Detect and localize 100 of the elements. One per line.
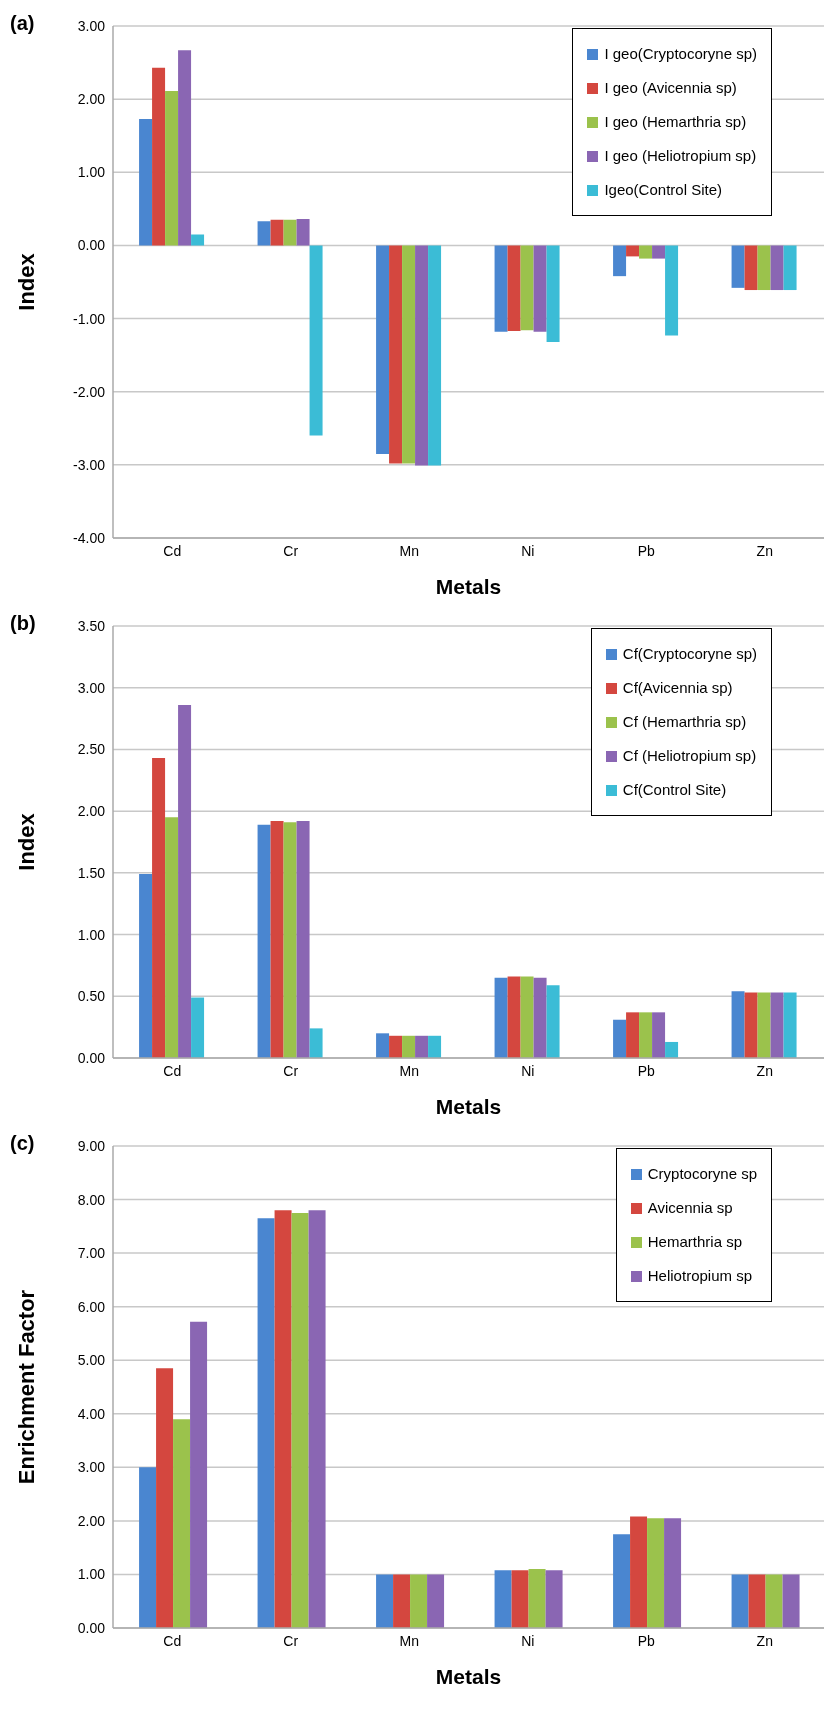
- bar: [546, 985, 560, 1058]
- y-tick-label: 3.00: [77, 1459, 106, 1476]
- x-tick-label: Ni: [521, 1632, 535, 1649]
- legend-label: I geo(Cryptocoryne sp): [604, 44, 757, 64]
- bar: [639, 245, 653, 259]
- chart-title: (b): [10, 612, 36, 635]
- bar: [494, 977, 508, 1058]
- bar: [533, 245, 547, 332]
- bar: [376, 1574, 394, 1628]
- x-tick-label: Cd: [163, 1632, 182, 1649]
- bar: [165, 91, 179, 246]
- bar: [731, 245, 745, 288]
- bar: [152, 758, 166, 1058]
- bar: [270, 219, 284, 246]
- y-tick-label: -4.00: [73, 529, 106, 546]
- bar: [165, 817, 179, 1058]
- bar: [520, 245, 534, 331]
- y-tick-label: 0.00: [77, 1049, 106, 1066]
- bar: [428, 245, 442, 466]
- x-tick-label: Cd: [163, 1062, 182, 1079]
- bar: [731, 1574, 749, 1628]
- y-tick-label: 1.00: [77, 926, 106, 943]
- bar: [296, 219, 310, 246]
- legend-label: I geo (Avicennia sp): [604, 78, 737, 98]
- bar: [770, 992, 784, 1058]
- bar: [139, 118, 153, 246]
- bar: [402, 245, 416, 464]
- chart-title: (a): [10, 12, 35, 35]
- y-tick-label: 5.00: [77, 1352, 106, 1369]
- x-tick-label: Zn: [756, 542, 773, 559]
- bar: [770, 245, 784, 291]
- bar: [173, 1419, 191, 1628]
- bar: [626, 245, 640, 257]
- bar: [765, 1574, 783, 1628]
- bar: [613, 1019, 627, 1058]
- y-tick-label: 7.00: [77, 1245, 106, 1262]
- y-tick-label: -3.00: [73, 456, 106, 473]
- bar: [731, 991, 745, 1058]
- x-tick-label: Zn: [756, 1632, 773, 1649]
- bar: [647, 1518, 665, 1628]
- y-tick-label: 1.50: [77, 864, 106, 881]
- bar: [613, 1534, 631, 1628]
- bar: [520, 976, 534, 1058]
- bar: [639, 1012, 653, 1058]
- bar: [190, 1321, 208, 1628]
- bar: [393, 1574, 411, 1628]
- bar: [428, 1035, 442, 1058]
- y-tick-label: 9.00: [77, 1137, 106, 1154]
- x-tick-label: Mn: [399, 1632, 419, 1649]
- legend-label: Igeo(Control Site): [604, 180, 722, 200]
- bar: [507, 976, 521, 1058]
- x-axis-title: Metals: [435, 1095, 502, 1118]
- bar: [191, 234, 205, 246]
- y-axis-title: Index: [13, 252, 39, 311]
- bar: [533, 977, 547, 1058]
- y-tick-label: 6.00: [77, 1298, 106, 1315]
- bar: [415, 245, 429, 466]
- bar: [652, 1012, 666, 1058]
- bar: [283, 219, 297, 246]
- legend-label: Cf (Heliotropium sp): [622, 746, 757, 766]
- y-tick-label: 2.00: [77, 91, 106, 108]
- bar: [613, 245, 627, 277]
- bar: [783, 245, 797, 291]
- bar: [744, 992, 758, 1058]
- y-tick-label: 3.00: [77, 17, 106, 34]
- bar: [507, 245, 521, 332]
- bar: [494, 1570, 512, 1628]
- bar: [626, 1012, 640, 1058]
- bar: [402, 1035, 416, 1058]
- x-axis-title: Metals: [435, 1665, 502, 1688]
- bar: [664, 1518, 682, 1628]
- legend-label: Cf (Hemarthria sp): [622, 712, 747, 732]
- bar: [139, 874, 153, 1058]
- bar: [630, 1516, 648, 1628]
- legend-label: Cf(Cryptocoryne sp): [622, 644, 757, 664]
- x-axis-title: Metals: [435, 575, 502, 598]
- bar: [274, 1210, 292, 1628]
- x-tick-label: Cr: [283, 542, 299, 559]
- y-tick-label: 3.00: [77, 679, 106, 696]
- bar: [376, 245, 390, 454]
- legend-label: Cf(Avicennia sp): [622, 678, 733, 698]
- y-tick-label: -2.00: [73, 383, 106, 400]
- legend-label: Cryptocoryne sp: [647, 1164, 757, 1184]
- bar: [257, 824, 271, 1058]
- x-tick-label: Zn: [756, 1062, 773, 1079]
- bar: [389, 1035, 403, 1058]
- y-tick-label: 0.50: [77, 988, 106, 1005]
- bar: [139, 1467, 157, 1628]
- legend-label: Hemarthria sp: [647, 1232, 742, 1252]
- bar: [291, 1212, 309, 1628]
- y-tick-label: 2.00: [77, 803, 106, 820]
- bar: [191, 997, 205, 1058]
- x-tick-label: Pb: [637, 542, 656, 559]
- bar: [546, 245, 560, 342]
- bar: [511, 1570, 529, 1628]
- bar: [152, 67, 166, 246]
- chart-title: (c): [10, 1132, 35, 1155]
- bar: [782, 1574, 800, 1628]
- y-tick-label: 0.00: [77, 1619, 106, 1636]
- bar: [389, 245, 403, 464]
